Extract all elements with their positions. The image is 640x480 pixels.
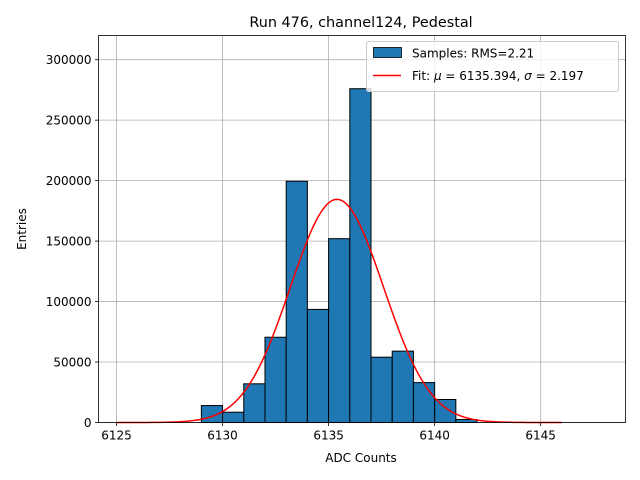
- histogram-bar: [264, 336, 287, 424]
- x-tick-label: 6125: [101, 429, 132, 443]
- histogram-bar: [434, 399, 457, 424]
- y-tick-label: 200000: [46, 174, 92, 188]
- legend-fit-mu-value: = 6135.394,: [442, 69, 525, 83]
- histogram-bar: [370, 356, 393, 424]
- x-tick-label: 6135: [313, 429, 344, 443]
- histogram-bar: [306, 308, 330, 423]
- y-tick-label: 250000: [46, 113, 92, 127]
- fit-curve: [116, 198, 562, 424]
- legend-fit-prefix: Fit:: [412, 69, 434, 83]
- y-tick-label: 300000: [46, 53, 92, 67]
- histogram-bar: [391, 350, 414, 424]
- y-tick-label: 150000: [46, 234, 92, 248]
- legend: Samples: RMS=2.21 Fit: μ = 6135.394, σ =…: [366, 41, 619, 92]
- legend-fit-sigma-symbol: σ: [524, 69, 532, 83]
- plot-area-frame: [98, 35, 626, 423]
- legend-fit-mu-symbol: μ: [433, 69, 442, 83]
- legend-samples-label: Samples: RMS=2.21: [412, 47, 534, 61]
- histogram-bar: [412, 382, 436, 424]
- x-axis-ticks: 6125 6130 6135 6140 6145: [101, 422, 556, 443]
- chart-title: Run 476, channel124, Pedestal: [249, 15, 472, 31]
- x-axis-label: ADC Counts: [325, 451, 397, 465]
- legend-fit-sigma-value: = 2.197: [532, 69, 584, 83]
- histogram-bar: [349, 88, 372, 424]
- legend-samples-patch: [373, 47, 402, 58]
- histogram-bars: [200, 88, 478, 424]
- histogram-bar: [285, 180, 308, 423]
- y-axis-ticks: 0 50000 100000 150000 200000 250000 300000: [46, 53, 99, 430]
- legend-fit-label: Fit: μ = 6135.394, σ = 2.197: [412, 69, 584, 83]
- legend-box: [366, 41, 619, 92]
- y-tick-label: 0: [84, 416, 92, 430]
- y-tick-label: 100000: [46, 295, 92, 309]
- y-axis-label: Entries: [15, 208, 29, 250]
- histogram-bar: [243, 383, 266, 423]
- x-tick-label: 6145: [525, 429, 556, 443]
- histogram-bar: [222, 411, 245, 423]
- x-tick-label: 6140: [419, 429, 450, 443]
- x-tick-label: 6130: [207, 429, 238, 443]
- y-tick-label: 50000: [53, 355, 91, 369]
- histogram-bar: [328, 238, 351, 423]
